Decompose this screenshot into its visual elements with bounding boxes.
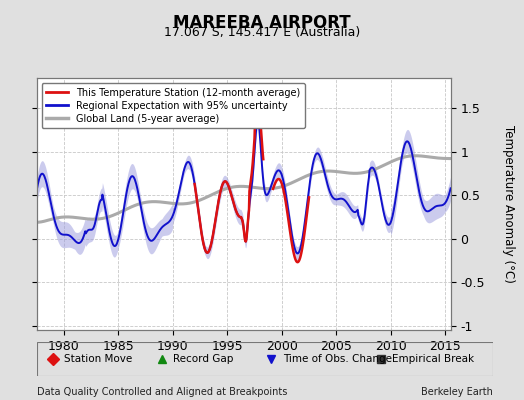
Text: Data Quality Controlled and Aligned at Breakpoints: Data Quality Controlled and Aligned at B…	[37, 387, 287, 397]
Text: 17.067 S, 145.417 E (Australia): 17.067 S, 145.417 E (Australia)	[164, 26, 360, 39]
Text: Station Move: Station Move	[64, 354, 132, 364]
Text: Time of Obs. Change: Time of Obs. Change	[283, 354, 392, 364]
Text: MAREEBA AIRPORT: MAREEBA AIRPORT	[173, 14, 351, 32]
Text: Berkeley Earth: Berkeley Earth	[421, 387, 493, 397]
Text: Empirical Break: Empirical Break	[392, 354, 474, 364]
Text: Record Gap: Record Gap	[173, 354, 234, 364]
Legend: This Temperature Station (12-month average), Regional Expectation with 95% uncer: This Temperature Station (12-month avera…	[41, 83, 304, 128]
Y-axis label: Temperature Anomaly (°C): Temperature Anomaly (°C)	[501, 125, 515, 283]
